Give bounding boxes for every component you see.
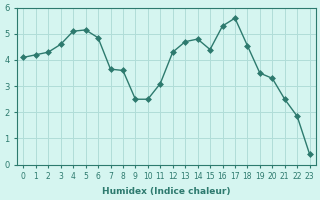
- X-axis label: Humidex (Indice chaleur): Humidex (Indice chaleur): [102, 187, 231, 196]
